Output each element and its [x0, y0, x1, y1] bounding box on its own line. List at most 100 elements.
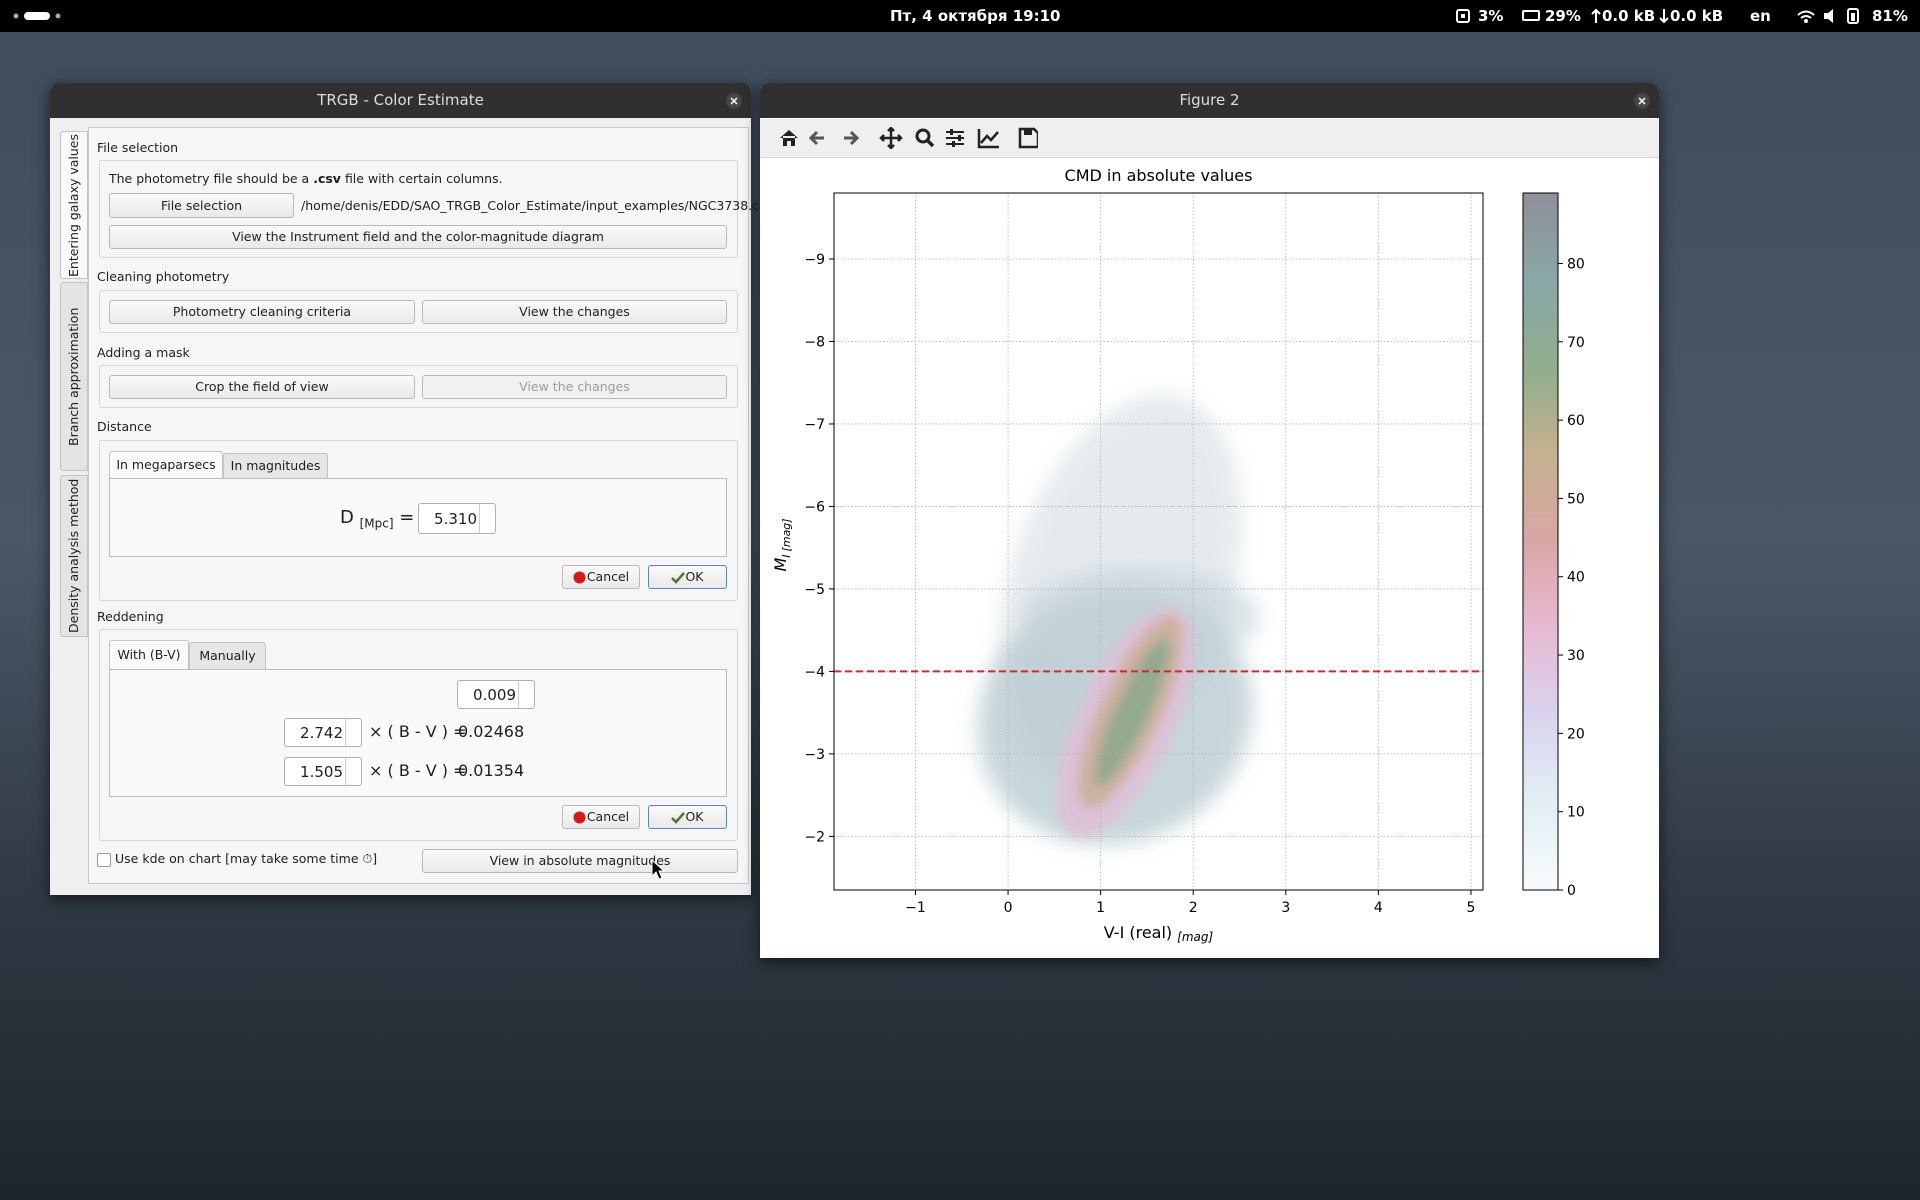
- y-tick-label: −3: [804, 747, 825, 763]
- y-tick-label: −4: [804, 664, 825, 680]
- side-tab[interactable]: Entering galaxy values: [60, 131, 88, 279]
- y-label-unit: [mag]: [780, 518, 793, 551]
- tab[interactable]: In magnitudes: [223, 453, 328, 479]
- file-path: /home/denis/EDD/SAO_TRGB_Color_Estimate/…: [301, 198, 773, 213]
- colorbar-tick-label: 10: [1567, 805, 1585, 821]
- figure-window: Figure 2 CMD in absolute values −1 0 1 2 3 4 5 −…: [760, 83, 1659, 958]
- cancel-button[interactable]: Cancel: [562, 565, 640, 589]
- colorbar-tick-label: 60: [1567, 413, 1585, 429]
- toolbar-icons[interactable]: [778, 127, 1038, 149]
- upload-rate: 0.0 kB: [1602, 7, 1656, 25]
- spinbox-value: 1.505: [300, 762, 343, 781]
- x-label-text: V-I (real): [1104, 923, 1172, 942]
- window-title: Figure 2: [760, 83, 1659, 118]
- spinbox[interactable]: 5.310: [418, 503, 496, 534]
- colorbar-tick-label: 40: [1567, 570, 1585, 586]
- button[interactable]: View in absolute magnitudes: [422, 849, 738, 873]
- memory-icon: [1522, 10, 1540, 21]
- section-heading: Adding a mask: [97, 345, 190, 360]
- note-bold: .csv: [313, 171, 341, 186]
- button-text: Cancel: [586, 809, 630, 824]
- y-tick-label: −2: [804, 829, 825, 845]
- top-bar: Пт, 4 октября 19:10 3% 29% 0.0 kB 0.0 kB…: [0, 0, 1920, 32]
- colorbar-tick-label: 30: [1567, 648, 1585, 664]
- spinbox-value: 0.009: [473, 685, 516, 704]
- cpu-icon: [1456, 9, 1470, 23]
- group-box: [99, 440, 738, 601]
- keyboard-language[interactable]: en: [1750, 7, 1771, 25]
- note: The photometry file should be a .csv fil…: [109, 171, 503, 186]
- colorbar-tick-label: 80: [1567, 256, 1585, 272]
- y-tick-label: −6: [804, 499, 825, 515]
- spinbox[interactable]: 2.742: [284, 718, 362, 747]
- download-icon: [1659, 9, 1669, 24]
- window-title: TRGB - Color Estimate: [50, 83, 751, 118]
- mouse-cursor: [651, 859, 665, 880]
- x-tick-label: 2: [1189, 900, 1198, 916]
- button[interactable]: File selection: [109, 193, 294, 218]
- download-rate: 0.0 kB: [1670, 7, 1724, 25]
- colorbar-tick-label: 20: [1567, 726, 1585, 742]
- button-text: OK: [685, 809, 704, 824]
- multiplier-label: × ( B - V ) =: [369, 761, 467, 780]
- colorbar-tick-label: 70: [1567, 335, 1585, 351]
- checkbox[interactable]: [97, 853, 111, 867]
- colorbar-tick-label: 50: [1567, 491, 1585, 507]
- x-tick-label: 5: [1467, 900, 1476, 916]
- spinbox-value: 5.310: [434, 509, 477, 528]
- toolbar: [760, 119, 1659, 158]
- side-tab[interactable]: Branch approximation method: [60, 282, 107, 471]
- y-label-sub: I: [780, 554, 793, 557]
- x-tick-label: 1: [1096, 900, 1105, 916]
- spinbox-value: 2.742: [300, 723, 343, 742]
- x-tick-label: 0: [1004, 900, 1013, 916]
- button-text: OK: [685, 569, 704, 584]
- side-tab[interactable]: Density analysis method: [60, 475, 88, 637]
- workspace-indicator: [13, 12, 61, 20]
- button[interactable]: Photometry cleaning criteria: [109, 300, 415, 324]
- spinbox[interactable]: 1.505: [284, 757, 362, 786]
- x-tick-label: −1: [905, 900, 926, 916]
- status-icons[interactable]: [1796, 8, 1872, 24]
- y-tick-label: −7: [804, 417, 825, 433]
- button[interactable]: Crop the field of view: [109, 375, 415, 399]
- result: 0.02468: [458, 722, 525, 741]
- memory-usage: 29%: [1545, 7, 1581, 25]
- y-tick-label: −9: [804, 252, 825, 268]
- ok-button[interactable]: OK: [648, 565, 727, 589]
- x-axis-label: V-I (real) [mag]: [1104, 923, 1214, 944]
- button: View the changes: [422, 375, 727, 399]
- section-heading: Reddening: [97, 609, 164, 624]
- chart: CMD in absolute values −1 0 1 2 3 4 5 −2 −3 −4 −5 −6…: [771, 166, 1585, 944]
- button[interactable]: View the Instrument field and the color-…: [109, 225, 727, 249]
- equals: =: [399, 507, 415, 528]
- button[interactable]: View the changes: [422, 300, 727, 324]
- close-button[interactable]: [1633, 92, 1651, 110]
- symbol: D: [340, 507, 354, 528]
- distance-label: D [Mpc] =: [340, 507, 414, 531]
- density-cloud: [977, 393, 1260, 845]
- x-tick-label: 3: [1281, 900, 1290, 916]
- spinbox[interactable]: 0.009: [457, 680, 535, 709]
- y-axis-label: MI [mag]: [771, 518, 793, 571]
- section-heading: Distance: [97, 419, 152, 434]
- tab-content: [109, 669, 727, 797]
- ok-button[interactable]: OK: [648, 805, 727, 829]
- colorbar-tick-label: 0: [1567, 883, 1576, 899]
- group-box: [99, 160, 738, 258]
- group-box: [99, 629, 738, 841]
- group-box: [99, 365, 738, 408]
- result: 0.01354: [458, 761, 525, 780]
- note-text: file with certain columns.: [344, 171, 503, 186]
- tab[interactable]: In megaparsecs: [109, 451, 223, 479]
- cpu-usage: 3%: [1478, 7, 1504, 25]
- tab[interactable]: Manually: [189, 642, 266, 669]
- battery-level: 81%: [1872, 7, 1908, 25]
- multiplier-label: × ( B - V ) =: [369, 722, 467, 741]
- clock[interactable]: Пт, 4 октября 19:10: [890, 7, 1061, 25]
- close-button[interactable]: [725, 92, 743, 110]
- tab[interactable]: With (B-V): [109, 640, 189, 669]
- checkbox-label[interactable]: Use kde on chart [may take some time ⏱]: [115, 851, 378, 866]
- cancel-button[interactable]: Cancel: [562, 805, 640, 829]
